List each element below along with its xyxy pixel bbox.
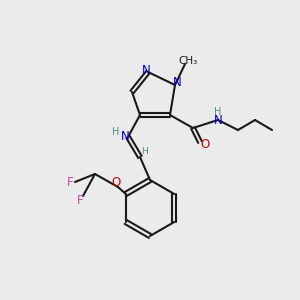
Text: F: F [67, 176, 73, 188]
Text: N: N [214, 113, 222, 127]
Text: H: H [214, 107, 222, 117]
Text: F: F [77, 194, 83, 206]
Text: H: H [112, 127, 120, 137]
Text: CH₃: CH₃ [178, 56, 198, 66]
Text: N: N [121, 130, 129, 143]
Text: O: O [111, 176, 121, 190]
Text: N: N [172, 76, 182, 89]
Text: O: O [200, 137, 210, 151]
Text: H: H [142, 148, 148, 157]
Text: N: N [142, 64, 150, 76]
